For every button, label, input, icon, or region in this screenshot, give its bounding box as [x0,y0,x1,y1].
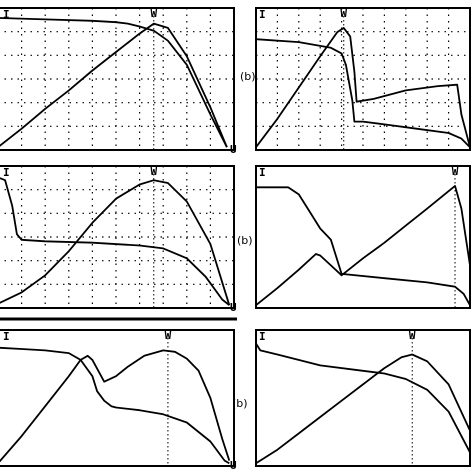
chart-panel-3: I W U [0,165,237,314]
y-axis-label: I [3,8,10,21]
chart-panels: I WUI WI WUI WI WUI W [0,7,471,472]
series-line-1 [255,38,471,148]
series-line-2 [255,184,471,306]
grid [256,8,470,150]
marker-label: W [150,165,157,178]
chart-panel-1: I W U [0,7,237,156]
grid [0,166,234,308]
chart-panel-5: I W U [0,329,237,472]
plot-frame [0,329,235,467]
series-line-2 [255,353,471,465]
series-line-1 [0,17,228,148]
marker-label: W [452,165,459,178]
plot-frame [255,165,471,309]
panel-label-bottom: (b) [232,397,248,410]
plot-frame [0,165,235,309]
series-line-2 [255,26,471,148]
x-axis-label: U [230,143,237,156]
y-axis-label: I [259,330,266,343]
x-axis-label: U [230,459,237,472]
panel-label-top: (b) [240,70,256,83]
marker-label: W [150,7,157,20]
series-line-1 [0,346,230,465]
series-line-1 [256,186,471,306]
series-line-2 [0,349,231,463]
marker-label: W [340,7,347,20]
y-axis-label: I [3,330,10,343]
series-line-2 [0,22,228,148]
series-line-2 [0,179,231,306]
marker-label: W [409,329,416,342]
plot-frame [255,7,471,151]
plot-frame [255,329,471,467]
series-line-1 [255,343,471,453]
panel-label-middle: (b) [237,234,253,247]
y-axis-label: I [3,166,10,179]
y-axis-label: I [259,8,266,21]
x-axis-label: U [230,301,237,314]
marker-label: W [165,329,172,342]
plot-frame [0,7,235,151]
series-line-1 [0,177,230,306]
grid [0,8,234,150]
y-axis-label: I [259,166,266,179]
